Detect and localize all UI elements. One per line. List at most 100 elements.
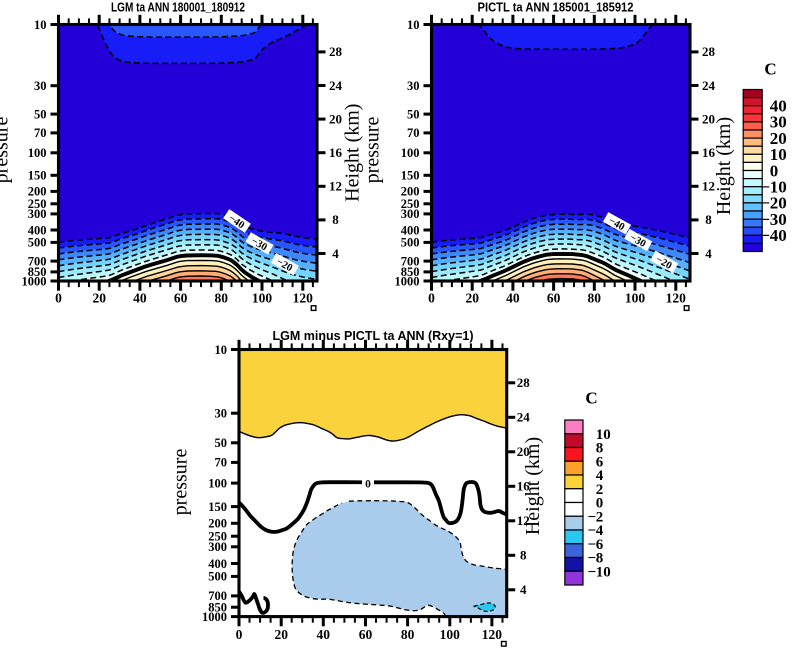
svg-text:200: 200 <box>28 185 47 199</box>
svg-text:1000: 1000 <box>22 274 47 288</box>
svg-text:12: 12 <box>517 513 530 528</box>
svg-text:4: 4 <box>596 468 604 484</box>
svg-text:−: − <box>760 210 770 229</box>
svg-text:100: 100 <box>625 291 646 306</box>
svg-text:30: 30 <box>770 210 787 229</box>
svg-text:6: 6 <box>596 537 604 553</box>
svg-text:150: 150 <box>208 500 227 514</box>
svg-text:300: 300 <box>401 207 420 221</box>
svg-text:12: 12 <box>702 179 715 194</box>
svg-text:−: − <box>588 509 597 525</box>
svg-text:10: 10 <box>596 564 611 580</box>
svg-text:120: 120 <box>293 291 314 306</box>
svg-text:10: 10 <box>770 178 787 197</box>
svg-text:28: 28 <box>329 44 343 59</box>
svg-text:400: 400 <box>28 223 47 237</box>
svg-text:6: 6 <box>596 454 604 470</box>
svg-text:50: 50 <box>34 107 47 121</box>
svg-text:8: 8 <box>596 551 604 567</box>
svg-text:70: 70 <box>407 126 420 140</box>
svg-text:0: 0 <box>365 478 371 490</box>
svg-text:700: 700 <box>401 254 420 268</box>
svg-text:0: 0 <box>428 291 435 306</box>
svg-text:16: 16 <box>517 479 531 494</box>
svg-text:150: 150 <box>401 169 420 183</box>
svg-text:24: 24 <box>702 78 716 93</box>
svg-text:40: 40 <box>133 291 147 306</box>
svg-text:10: 10 <box>215 343 228 357</box>
svg-text:20: 20 <box>702 111 715 126</box>
svg-text:28: 28 <box>702 44 716 59</box>
svg-text:50: 50 <box>407 107 420 121</box>
svg-text:16: 16 <box>329 145 343 160</box>
svg-text:20: 20 <box>92 291 106 306</box>
svg-text:400: 400 <box>401 223 420 237</box>
svg-text:−: − <box>760 178 770 197</box>
svg-text:100: 100 <box>401 146 420 160</box>
svg-text:850: 850 <box>208 601 227 615</box>
svg-text:24: 24 <box>517 410 531 425</box>
svg-text:8: 8 <box>520 548 527 563</box>
svg-text:40: 40 <box>317 627 331 642</box>
svg-text:300: 300 <box>208 540 227 554</box>
svg-text:0: 0 <box>236 627 243 642</box>
svg-text:−: − <box>588 551 597 567</box>
svg-text:4: 4 <box>596 523 604 539</box>
svg-text:8: 8 <box>596 441 604 457</box>
svg-text:16: 16 <box>702 145 716 160</box>
svg-text:850: 850 <box>28 265 47 279</box>
svg-text:pressure: pressure <box>170 449 192 516</box>
svg-text:40: 40 <box>770 97 787 116</box>
svg-text:8: 8 <box>332 212 339 227</box>
svg-text:10: 10 <box>34 18 47 32</box>
svg-text:30: 30 <box>215 407 228 421</box>
svg-text:1000: 1000 <box>202 610 227 624</box>
svg-text:−: − <box>588 537 597 553</box>
svg-text:60: 60 <box>359 627 373 642</box>
svg-text:60: 60 <box>174 291 188 306</box>
svg-text:0: 0 <box>770 161 779 180</box>
svg-text:700: 700 <box>28 254 47 268</box>
svg-text:30: 30 <box>407 79 420 93</box>
svg-text:150: 150 <box>28 169 47 183</box>
svg-text:60: 60 <box>547 291 561 306</box>
svg-text:80: 80 <box>215 291 229 306</box>
svg-text:40: 40 <box>770 226 787 245</box>
svg-text:10: 10 <box>596 427 611 443</box>
svg-text:200: 200 <box>401 185 420 199</box>
svg-text:100: 100 <box>252 291 273 306</box>
svg-text:120: 120 <box>666 291 687 306</box>
svg-text:250: 250 <box>208 530 227 544</box>
svg-text:Height (km): Height (km) <box>342 104 364 202</box>
svg-text:80: 80 <box>401 627 415 642</box>
svg-text:200: 200 <box>208 517 227 531</box>
svg-text:100: 100 <box>28 146 47 160</box>
svg-text:400: 400 <box>208 557 227 571</box>
svg-text:250: 250 <box>401 197 420 211</box>
svg-text:0: 0 <box>55 291 62 306</box>
svg-text:700: 700 <box>208 589 227 603</box>
svg-text:250: 250 <box>28 197 47 211</box>
svg-text:Height (km): Height (km) <box>522 437 544 535</box>
svg-text:10: 10 <box>770 145 787 164</box>
svg-text:28: 28 <box>517 375 531 390</box>
svg-text:pressure: pressure <box>0 117 13 184</box>
svg-text:20: 20 <box>329 111 342 126</box>
svg-text:10: 10 <box>407 18 420 32</box>
svg-text:4: 4 <box>520 582 527 597</box>
svg-text:2: 2 <box>596 482 604 498</box>
svg-text:0: 0 <box>596 496 604 512</box>
svg-text:−: − <box>588 523 597 539</box>
svg-text:500: 500 <box>208 570 227 584</box>
svg-text:500: 500 <box>401 236 420 250</box>
svg-text:70: 70 <box>34 126 47 140</box>
svg-text:C: C <box>585 389 597 408</box>
svg-text:30: 30 <box>34 79 47 93</box>
svg-text:12: 12 <box>329 179 342 194</box>
svg-text:20: 20 <box>274 627 288 642</box>
svg-text:50: 50 <box>215 436 228 450</box>
svg-text:−: − <box>760 194 770 213</box>
svg-text:100: 100 <box>440 627 461 642</box>
svg-text:1000: 1000 <box>395 274 420 288</box>
svg-text:20: 20 <box>770 194 787 213</box>
